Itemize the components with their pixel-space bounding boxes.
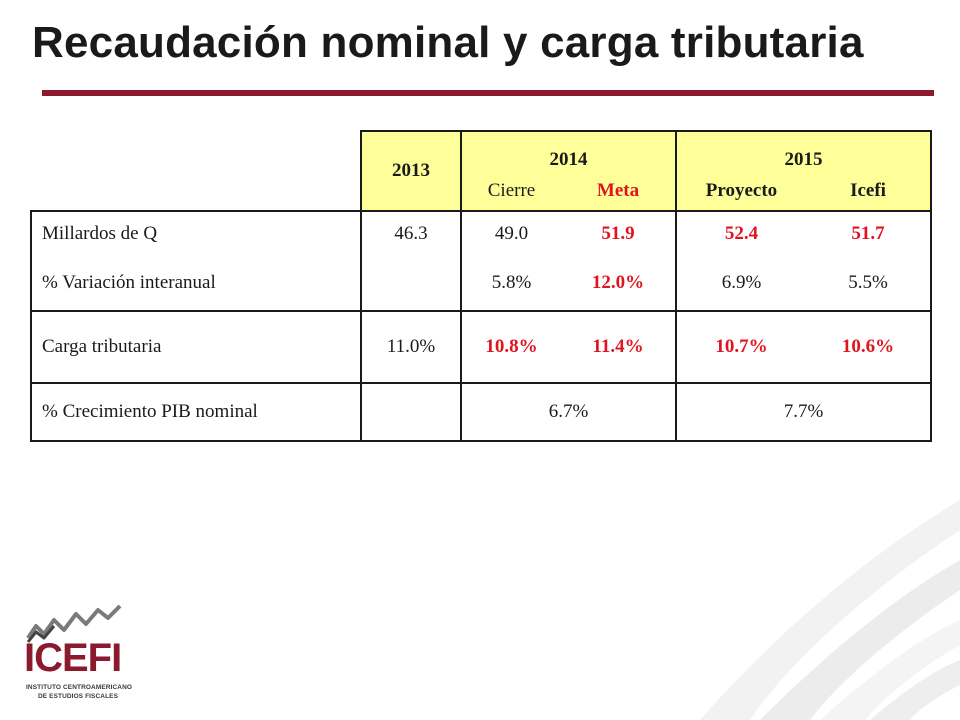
header-blank-2 bbox=[31, 171, 361, 211]
header-2014: 2014 bbox=[461, 130, 677, 171]
header-meta: Meta bbox=[561, 171, 677, 211]
cell-millardos-2013: 46.3 bbox=[360, 210, 462, 255]
logo-subtitle-line1: INSTITUTO CENTROAMERICANO bbox=[26, 684, 133, 691]
cell-pib-2015: 7.7% bbox=[676, 382, 932, 442]
logo-wordmark: ICEFI bbox=[24, 636, 122, 680]
swoosh-decoration-icon bbox=[700, 500, 960, 720]
cell-pib-2013 bbox=[360, 382, 462, 442]
cell-pib-2014: 6.7% bbox=[461, 382, 677, 442]
header-2015: 2015 bbox=[676, 130, 932, 171]
header-proyecto: Proyecto bbox=[676, 171, 806, 211]
title-underline bbox=[42, 90, 934, 96]
logo-subtitle-line2: DE ESTUDIOS FISCALES bbox=[38, 693, 119, 700]
page-title: Recaudación nominal y carga tributaria bbox=[32, 18, 864, 67]
icefi-logo: ICEFI INSTITUTO CENTROAMERICANO DE ESTUD… bbox=[24, 604, 132, 710]
cell-variacion-meta: 12.0% bbox=[561, 255, 677, 311]
cell-millardos-icefi: 51.7 bbox=[806, 210, 932, 255]
header-icefi: Icefi bbox=[806, 171, 932, 211]
trend-line-icon bbox=[26, 604, 122, 643]
cell-carga-icefi: 10.6% bbox=[806, 310, 932, 383]
cell-carga-meta: 11.4% bbox=[561, 310, 677, 383]
row-label-millardos: Millardos de Q bbox=[30, 210, 361, 255]
cell-variacion-proyecto: 6.9% bbox=[721, 271, 762, 293]
cell-variacion-icefi: 5.5% bbox=[806, 255, 932, 311]
cell-variacion-cierre: 5.8% bbox=[491, 271, 532, 293]
row-label-variacion: % Variación interanual bbox=[30, 255, 361, 311]
cell-variacion-2013 bbox=[360, 255, 462, 311]
header-cierre: Cierre bbox=[461, 171, 561, 211]
cell-millardos-cierre: 49.0 bbox=[461, 210, 561, 255]
row-label-pib: % Crecimiento PIB nominal bbox=[30, 382, 361, 442]
cell-carga-proyecto: 10.7% bbox=[676, 310, 806, 383]
cell-carga-2013: 11.0% bbox=[360, 310, 462, 383]
tax-revenue-table: 2013 2014 2015 Cierre Meta Proyecto Icef… bbox=[30, 130, 932, 442]
cell-carga-cierre: 10.8% bbox=[461, 310, 561, 383]
cell-millardos-meta: 51.9 bbox=[561, 210, 677, 255]
header-blank bbox=[31, 131, 361, 171]
cell-millardos-proyecto: 52.4 bbox=[676, 210, 806, 255]
row-label-carga: Carga tributaria bbox=[30, 310, 361, 383]
header-2013: 2013 bbox=[360, 130, 462, 211]
